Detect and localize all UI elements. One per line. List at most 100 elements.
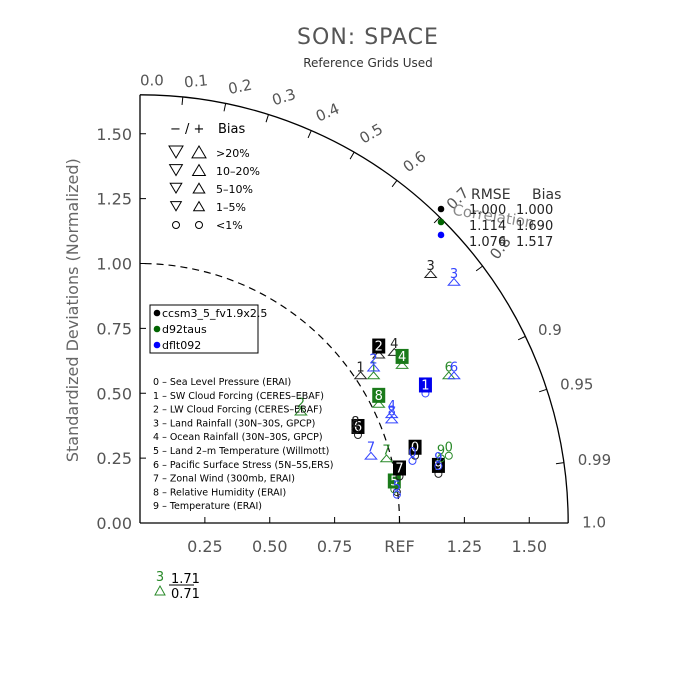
- case-marker-dot: [437, 231, 445, 239]
- corr-tick-label: 0.3: [270, 85, 298, 109]
- point-label-box: [395, 348, 409, 364]
- case-legend-dot: [153, 341, 161, 349]
- point-label: 0: [445, 441, 453, 456]
- bias-triangle-symbol: [423, 269, 438, 279]
- point-label: 9: [434, 451, 442, 466]
- diagram-frame: SON: SPACE Reference Grids Used: [297, 25, 439, 70]
- bias-triangle-symbol: [395, 360, 409, 369]
- variable-description: 5 – Land 2–m Temperature (Willmott): [153, 446, 329, 457]
- rmse-header: RMSE: [471, 187, 511, 203]
- bias-legend-label: >20%: [216, 147, 250, 160]
- corr-tick: [555, 462, 564, 465]
- point-label-box: [408, 439, 422, 455]
- bias-legend-up-triangle: [191, 163, 207, 176]
- bias-triangle-symbol: [384, 410, 399, 419]
- bias-legend-down-triangle: [168, 164, 184, 177]
- bias-legend-down-triangle: [169, 201, 183, 212]
- point-label: 7: [367, 441, 375, 456]
- bias-circle-symbol: [437, 454, 446, 463]
- corr-tick-label: 0.2: [227, 76, 254, 98]
- point-label: 5: [390, 474, 398, 489]
- corr-tick: [517, 335, 526, 341]
- corr-tick-label: 0.0: [140, 71, 164, 89]
- variable-description: 9 – Temperature (ERAI): [153, 501, 262, 512]
- corr-tick: [307, 130, 312, 139]
- point-label: 9: [437, 443, 445, 458]
- bias-triangle-symbol: [384, 415, 399, 424]
- corr-tick: [391, 180, 398, 188]
- bias-legend-header-sign: − / +: [170, 122, 204, 137]
- x-tick-label: 1.50: [511, 537, 547, 556]
- bias-circle-symbol: [434, 462, 443, 471]
- corr-tick: [349, 151, 355, 160]
- x-tick-label: 0.75: [317, 537, 353, 556]
- case-bias-value: 1.517: [516, 235, 553, 250]
- point-label: 1: [356, 360, 364, 375]
- point-label: 6: [445, 360, 453, 375]
- point-label: 9: [434, 459, 442, 474]
- y-tick-label: 1.00: [96, 255, 132, 274]
- bias-legend-label: 5–10%: [216, 183, 253, 196]
- case-rmse-value: 1.076: [469, 235, 506, 250]
- bias-triangle-symbol: [366, 363, 381, 372]
- case-marker-dot: [437, 205, 445, 213]
- point-label: 2: [297, 397, 305, 412]
- point-label: 3: [450, 267, 458, 282]
- bias-circle-symbol: [408, 456, 417, 465]
- point-label: 4: [388, 399, 396, 414]
- bias-legend-down-triangle: [169, 182, 183, 195]
- bias-triangle-symbol: [364, 451, 378, 460]
- corr-tick-label: 1.0: [582, 514, 606, 532]
- case-legend-dot: [153, 325, 161, 333]
- bias-triangle-symbol: [366, 371, 381, 380]
- corr-tick: [475, 265, 483, 272]
- bias-legend-circle: [172, 221, 180, 229]
- point-label-box: [372, 338, 386, 354]
- offscreen-lower-value: 0.71: [171, 587, 200, 602]
- offscreen-var-label: 3: [156, 570, 164, 585]
- variable-description: 3 – Land Rainfall (30N–30S, GPCP): [153, 418, 315, 429]
- reference-arc: [139, 262, 401, 524]
- x-ref-label: REF: [384, 537, 414, 556]
- point-label: 2: [369, 353, 377, 368]
- case-legend-box: [149, 304, 259, 354]
- offscreen-triangle-symbol: [154, 584, 166, 596]
- bias-triangle-symbol: [447, 277, 461, 286]
- bias-triangle-symbol: [353, 371, 368, 380]
- data-points: 00011122233444555666777888999: [294, 259, 461, 499]
- corr-tick-label: 0.9: [538, 321, 562, 339]
- corr-tick: [433, 216, 441, 224]
- y-axis-label: Standardized Deviations (Normalized): [63, 158, 82, 462]
- corr-tick-label: 0.95: [560, 375, 593, 393]
- case-legend-label: dflt092: [162, 339, 201, 352]
- bias-legend-down-triangle: [168, 145, 184, 159]
- offscreen-upper-value: 1.71: [171, 572, 200, 587]
- point-label: 7: [382, 443, 390, 458]
- bias-circle-symbol: [351, 425, 360, 434]
- chart-title: SON: SPACE: [297, 25, 439, 50]
- legends: 3 1.710.71 − / + Bias >20% 10–20% 5–10% 1–5% <1%…: [149, 122, 561, 602]
- case-rmse-value: 1.000: [469, 203, 506, 218]
- point-label: 8: [351, 415, 359, 430]
- bias-legend-label: 10–20%: [216, 165, 260, 178]
- point-label: 0: [408, 446, 416, 461]
- bias-legend-up-triangle: [192, 200, 206, 212]
- bias-circle-symbol: [392, 488, 401, 497]
- variable-description: 4 – Ocean Rainfall (30N–30S, GPCP): [153, 432, 323, 443]
- point-label: 6: [450, 360, 458, 375]
- x-tick-label: 1.25: [447, 537, 483, 556]
- variable-description: 1 – SW Cloud Forcing (CERES–EBAF): [153, 391, 324, 402]
- case-bias-value: 1.690: [516, 219, 553, 234]
- point-label-box: [387, 473, 401, 489]
- bias-legend-up-triangle: [192, 182, 206, 194]
- point-label: 5: [393, 480, 401, 495]
- y-tick-label: 0.50: [96, 384, 132, 403]
- bias-triangle-symbol: [294, 407, 308, 416]
- point-label: 7: [395, 462, 403, 477]
- bias-legend-circle: [195, 221, 203, 229]
- bias-triangle-symbol: [447, 371, 461, 380]
- bias-legend-label: 1–5%: [216, 201, 246, 214]
- corr-tick-label: 0.6: [400, 147, 430, 176]
- corr-tick: [265, 114, 269, 123]
